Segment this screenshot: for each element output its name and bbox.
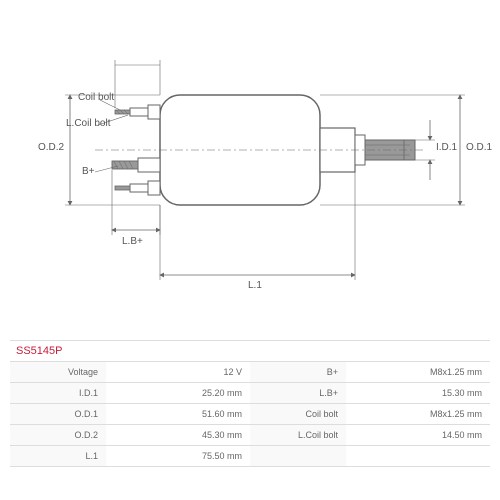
spec-row: O.D.245.30 mmL.Coil bolt14.50 mm <box>10 425 490 446</box>
specs-table-container: SS5145P Voltage12 VB+M8x1.25 mmI.D.125.2… <box>10 340 490 467</box>
spec-label: I.D.1 <box>10 383 106 404</box>
spec-row: I.D.125.20 mmL.B+15.30 mm <box>10 383 490 404</box>
spec-value: 51.60 mm <box>106 404 250 425</box>
spec-label: Coil bolt <box>250 404 346 425</box>
part-number: SS5145P <box>10 340 490 362</box>
spec-label: L.Coil bolt <box>250 425 346 446</box>
spec-value: 12 V <box>106 362 250 383</box>
label-od1: O.D.1 <box>466 142 492 153</box>
label-l1: L.1 <box>248 280 262 291</box>
label-lb-plus: L.B+ <box>122 236 143 247</box>
spec-value: 45.30 mm <box>106 425 250 446</box>
spec-label <box>250 446 346 467</box>
spec-row: Voltage12 VB+M8x1.25 mm <box>10 362 490 383</box>
spec-value: 15.30 mm <box>346 383 490 404</box>
label-id1: I.D.1 <box>436 142 457 153</box>
spec-value: 25.20 mm <box>106 383 250 404</box>
spec-label: Voltage <box>10 362 106 383</box>
technical-diagram: O.D.2 O.D.1 I.D.1 Coil bolt L.Coil bolt … <box>0 0 500 340</box>
spec-label: L.1 <box>10 446 106 467</box>
label-coil-bolt: Coil bolt <box>78 92 114 103</box>
spec-value: 75.50 mm <box>106 446 250 467</box>
spec-label: O.D.1 <box>10 404 106 425</box>
spec-value: M8x1.25 mm <box>346 404 490 425</box>
spec-row: L.175.50 mm <box>10 446 490 467</box>
label-b-plus: B+ <box>82 166 95 177</box>
spec-value: M8x1.25 mm <box>346 362 490 383</box>
specs-table: Voltage12 VB+M8x1.25 mmI.D.125.20 mmL.B+… <box>10 362 490 467</box>
spec-row: O.D.151.60 mmCoil boltM8x1.25 mm <box>10 404 490 425</box>
spec-label: B+ <box>250 362 346 383</box>
spec-value <box>346 446 490 467</box>
label-l-coil-bolt: L.Coil bolt <box>66 118 110 129</box>
label-od2: O.D.2 <box>38 142 64 153</box>
spec-label: O.D.2 <box>10 425 106 446</box>
spec-value: 14.50 mm <box>346 425 490 446</box>
spec-label: L.B+ <box>250 383 346 404</box>
